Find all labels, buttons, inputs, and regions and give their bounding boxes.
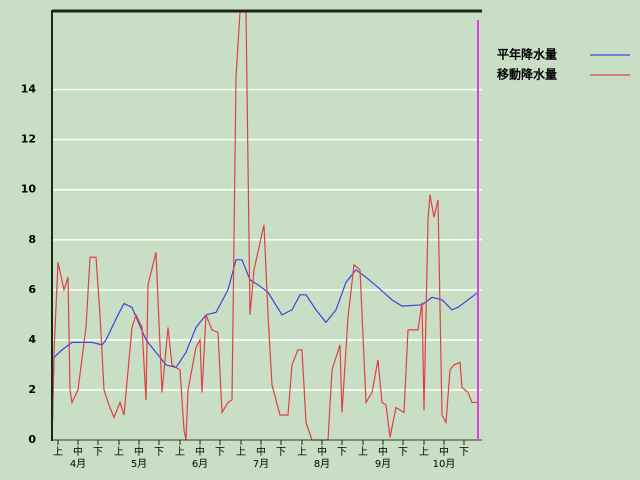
month-label: 6月	[192, 458, 208, 470]
x-tick-label: 上	[297, 446, 307, 458]
y-tick-label: 10	[21, 183, 37, 196]
x-tick-label: 中	[256, 445, 266, 458]
month-label: 9月	[375, 458, 391, 470]
month-label: 5月	[131, 458, 147, 470]
x-tick-label: 中	[134, 445, 144, 458]
x-tick-label: 中	[317, 445, 327, 458]
month-label: 4月	[70, 458, 86, 470]
legend-label: 移動降水量	[497, 67, 557, 82]
grid	[52, 88, 482, 441]
legend-label: 平年降水量	[497, 47, 557, 62]
y-tick-label: 2	[28, 383, 36, 396]
x-tick-label: 下	[398, 447, 408, 458]
x-tick-label: 中	[195, 445, 205, 458]
x-tick-label: 下	[337, 447, 347, 458]
x-tick-label: 中	[73, 445, 83, 458]
x-tick-label: 下	[215, 447, 225, 458]
month-label: 10月	[433, 458, 456, 470]
x-tick-label: 上	[175, 446, 185, 458]
y-tick-label: 12	[21, 133, 36, 146]
x-tick-label: 上	[114, 446, 124, 458]
y-tick-label: 8	[28, 233, 36, 246]
x-tick-label: 下	[276, 447, 286, 458]
x-tick-label: 上	[419, 446, 429, 458]
y-tick-label: 14	[21, 83, 37, 96]
x-tick-label: 下	[93, 447, 103, 458]
y-tick-label: 4	[28, 333, 36, 346]
x-tick-label: 中	[439, 445, 449, 458]
x-tick-label: 上	[358, 446, 368, 458]
x-tick-label: 上	[53, 446, 63, 458]
x-tick-label: 下	[459, 447, 469, 458]
x-tick-label: 上	[236, 446, 246, 458]
month-label: 8月	[314, 458, 330, 470]
x-tick-label: 下	[154, 447, 164, 458]
month-label: 7月	[253, 458, 269, 470]
plot-area	[52, 12, 479, 441]
axes: 02468101214上中下上中下上中下上中下上中下上中下上中下4月 5月 6月 7月…	[21, 83, 469, 470]
x-tick-label: 中	[378, 445, 388, 458]
series-line	[52, 12, 478, 441]
y-tick-label: 6	[28, 283, 36, 296]
y-tick-label: 0	[28, 433, 36, 446]
